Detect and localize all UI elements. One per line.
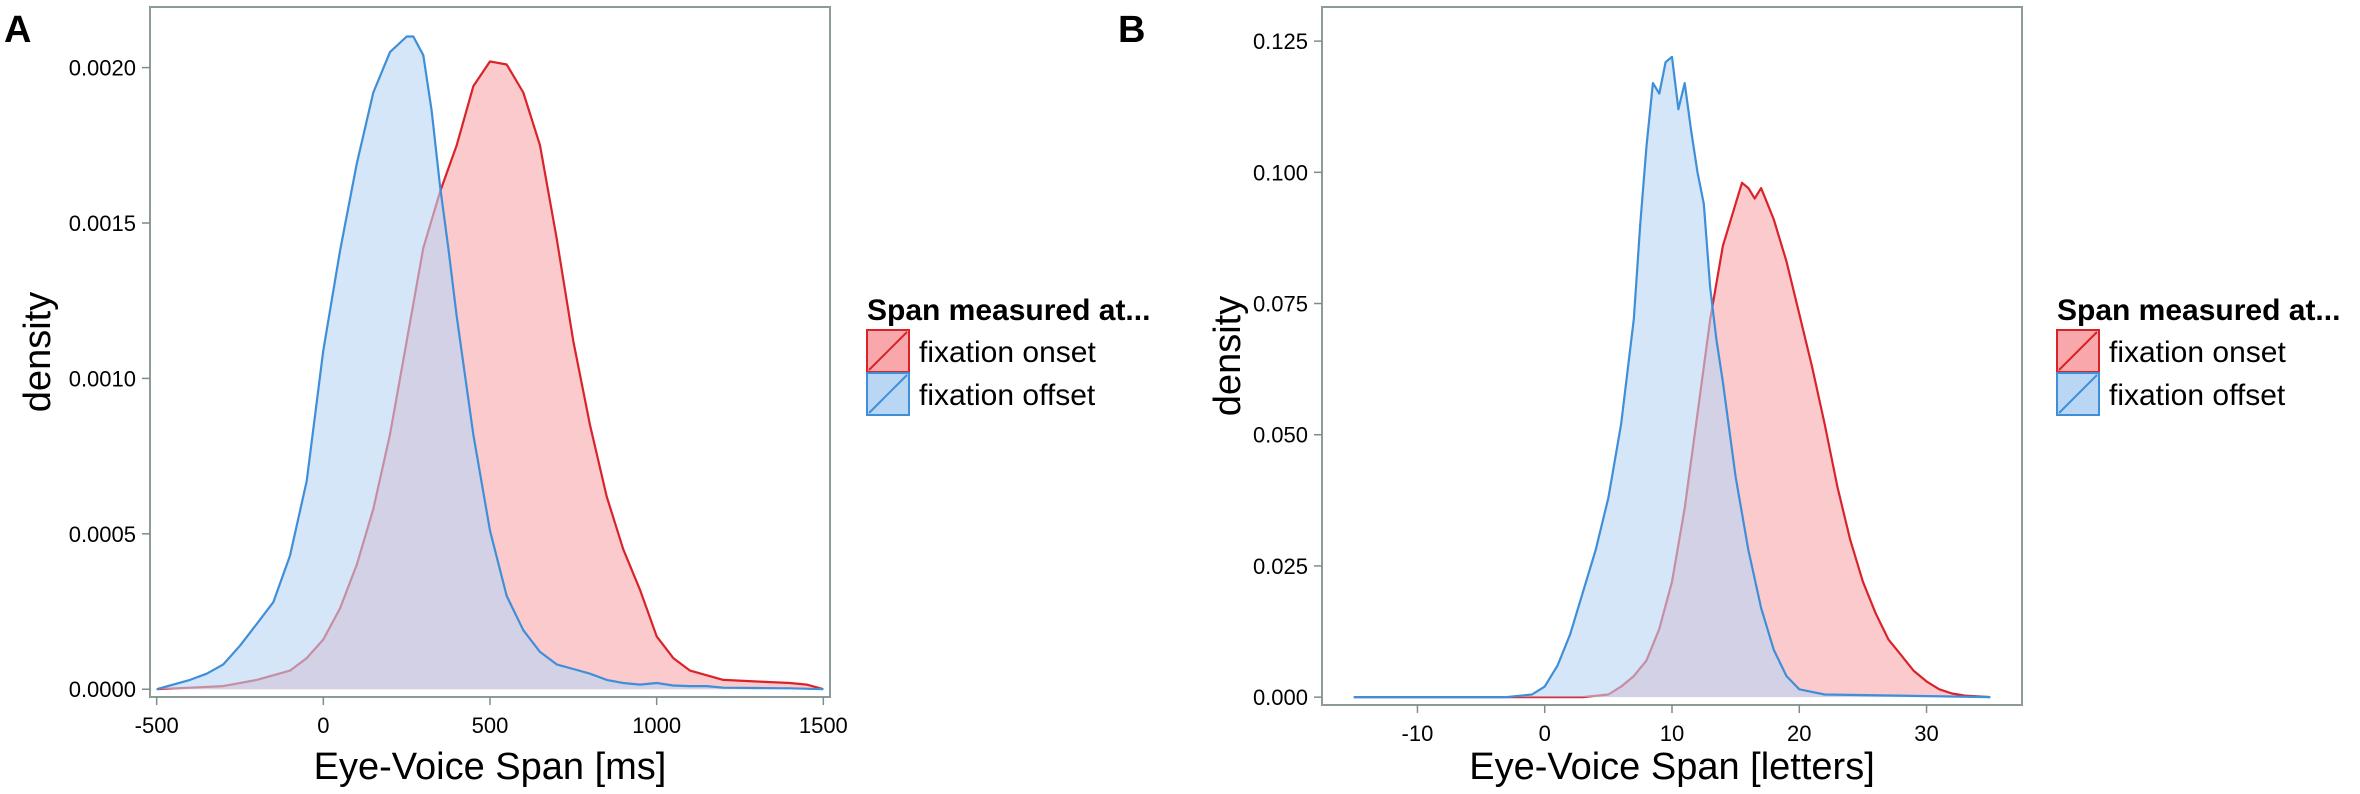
y-tick-label-b: 0.100 (1253, 160, 1308, 185)
legend-a: Span measured at... fixation onset fixat… (866, 294, 1150, 416)
legend-title-b: Span measured at... (2057, 294, 2340, 327)
y-tick-label-a: 0.0000 (69, 677, 136, 702)
panel-label-b: B (1118, 9, 1145, 51)
y-tick-label-a: 0.0020 (69, 56, 136, 81)
legend-item-onset-b: fixation onset (2056, 329, 2286, 373)
y-tick-label-b: 0.075 (1253, 292, 1308, 317)
plot-area-a (156, 35, 824, 691)
x-tick-label-b: 0 (1539, 721, 1551, 746)
y-tick-label-b: 0.050 (1253, 423, 1308, 448)
x-tick-label-b: 10 (1660, 721, 1684, 746)
panel-a: A 0.0000 0.0005 0.0010 0.0015 0.0020 -500 0 50… (4, 6, 1150, 788)
legend-label-offset-b: fixation offset (2109, 379, 2286, 412)
y-tick-label-a: 0.0015 (69, 211, 136, 236)
x-tick-label-b: 30 (1914, 721, 1938, 746)
x-axis-label-a: Eye-Voice Span [ms] (314, 746, 667, 788)
panel-label-a: A (4, 9, 31, 51)
y-axis-b: 0.000 0.025 0.050 0.075 0.100 0.125 (1253, 29, 1322, 710)
legend-swatch-onset-line-b (2058, 331, 2098, 371)
legend-b: Span measured at... fixation onset fixat… (2056, 294, 2340, 416)
x-tick-label-a: 1500 (799, 713, 848, 738)
density-area-onset-b (1353, 182, 1991, 698)
x-tick-label-a: 0 (317, 713, 329, 738)
y-tick-label-b: 0.125 (1253, 29, 1308, 54)
x-axis-b: -10 0 10 20 30 (1402, 705, 1939, 746)
x-tick-label-a: 1000 (632, 713, 681, 738)
x-tick-label-a: 500 (472, 713, 509, 738)
legend-item-offset-a: fixation offset (866, 372, 1096, 416)
x-tick-label-a: -500 (135, 713, 179, 738)
y-tick-label-a: 0.0005 (69, 522, 136, 547)
legend-title-a: Span measured at... (867, 294, 1150, 327)
x-tick-label-b: 20 (1787, 721, 1811, 746)
x-axis-a: -500 0 500 1000 1500 (135, 697, 848, 738)
legend-swatch-offset-line-a (868, 374, 908, 414)
panel-b: B 0.000 0.025 0.050 0.075 0.100 0.125 -10 0 10 2… (1118, 6, 2340, 788)
legend-item-onset-a: fixation onset (866, 329, 1096, 373)
legend-label-onset-a: fixation onset (919, 336, 1096, 369)
legend-label-onset-b: fixation onset (2109, 336, 2286, 369)
y-tick-label-b: 0.000 (1253, 685, 1308, 710)
y-axis-label-a: density (17, 292, 59, 412)
density-area-onset-a (156, 61, 824, 690)
y-tick-label-a: 0.0010 (69, 366, 136, 391)
density-line-offset-a (156, 35, 824, 691)
legend-swatch-offset-line-b (2058, 374, 2098, 414)
density-area-offset-b (1353, 56, 1991, 698)
legend-swatch-onset-line-a (868, 331, 908, 371)
plot-area-b (1353, 55, 1991, 699)
legend-label-offset-a: fixation offset (919, 379, 1096, 412)
density-area-offset-a (156, 36, 824, 690)
density-line-offset-b (1353, 55, 1991, 699)
legend-item-offset-b: fixation offset (2056, 372, 2286, 416)
y-axis-a: 0.0000 0.0005 0.0010 0.0015 0.0020 (69, 56, 150, 702)
y-tick-label-b: 0.025 (1253, 554, 1308, 579)
x-tick-label-b: -10 (1402, 721, 1434, 746)
y-axis-label-b: density (1207, 296, 1249, 416)
x-axis-label-b: Eye-Voice Span [letters] (1469, 746, 1875, 788)
